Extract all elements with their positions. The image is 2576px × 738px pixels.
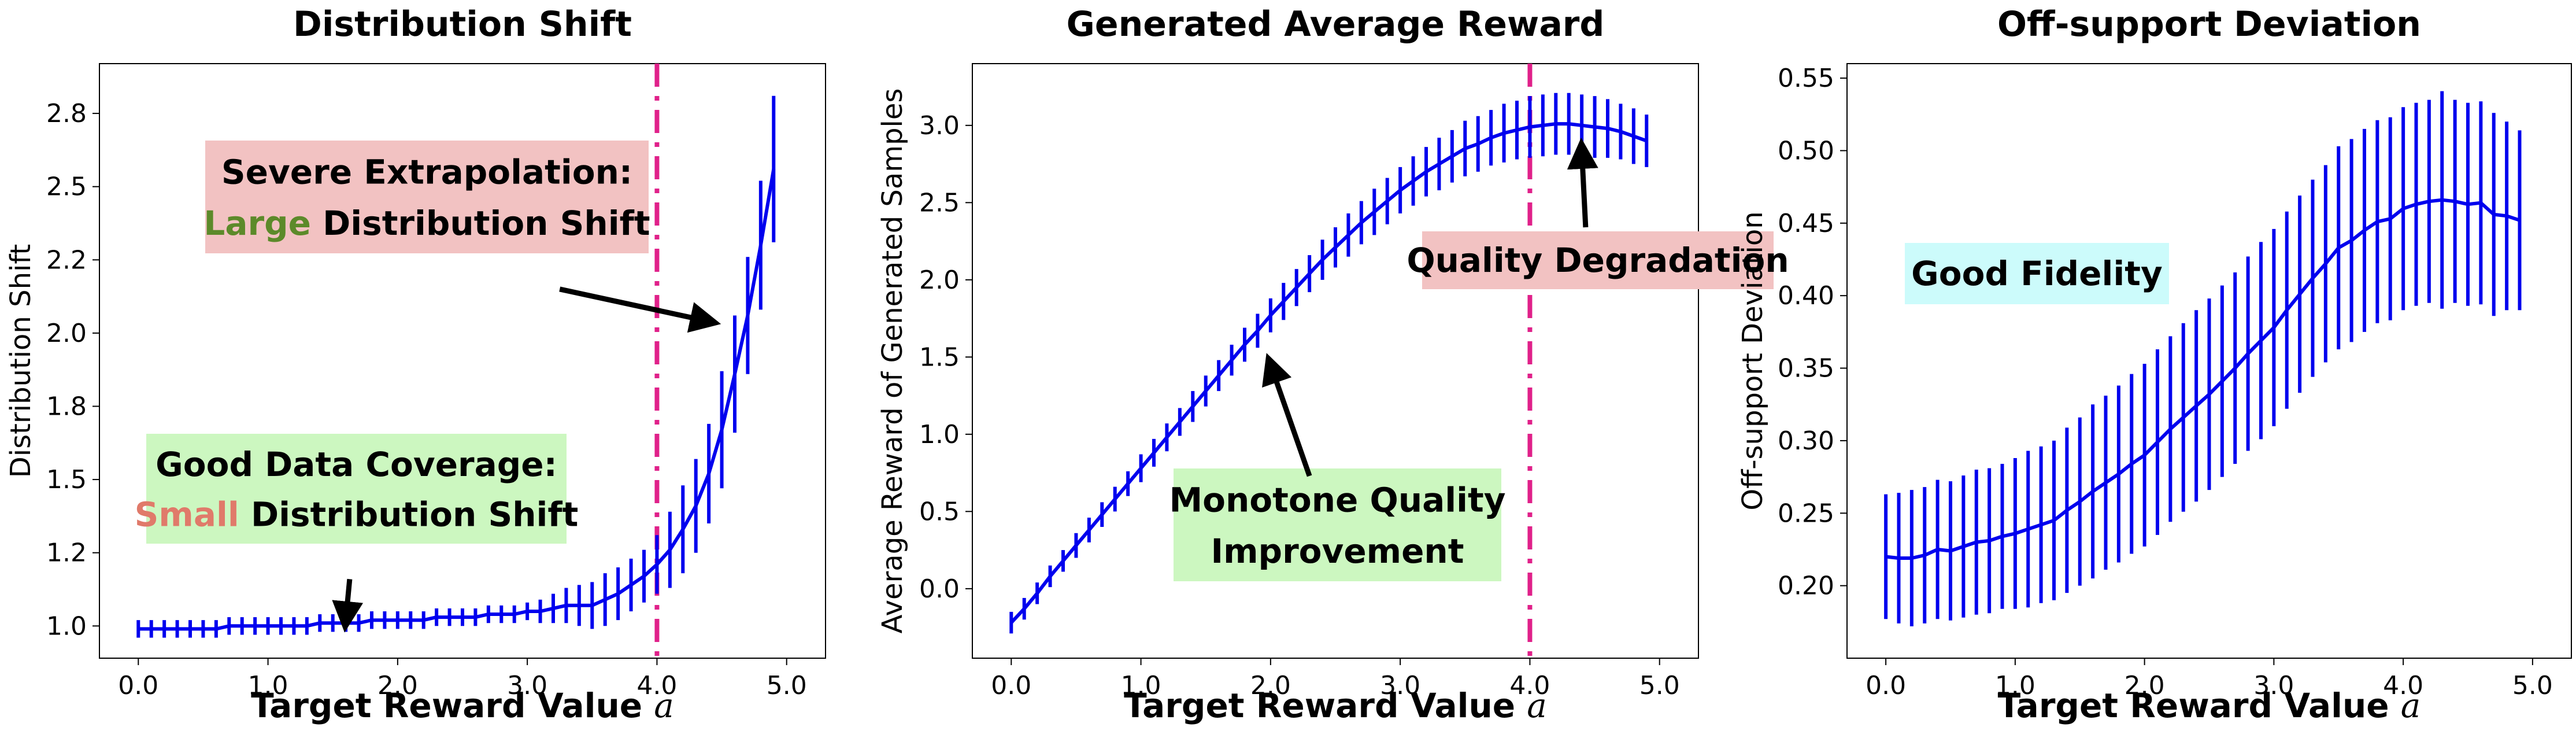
y-tick-label: 0.0 bbox=[919, 574, 960, 604]
y-tick-label: 1.5 bbox=[919, 342, 960, 372]
y-tick-label: 0.40 bbox=[1778, 281, 1834, 311]
y-tick-label: 3.0 bbox=[919, 111, 960, 141]
x-tick-label: 3.0 bbox=[507, 671, 547, 700]
annotation-arrow bbox=[1567, 137, 1598, 228]
x-axis-label-text: Target Reward Value bbox=[1998, 686, 2389, 725]
y-tick-label: 2.0 bbox=[46, 319, 87, 348]
x-tick-label: 2.0 bbox=[2125, 671, 2165, 700]
x-tick-label: 3.0 bbox=[1380, 671, 1420, 700]
annotation-segment: Distribution Shift bbox=[239, 495, 579, 534]
x-tick-label: 4.0 bbox=[1509, 671, 1550, 700]
x-tick-label: 2.0 bbox=[1250, 671, 1291, 700]
chart-off-support-deviation: Off-support Deviation 0.0 1.0 2.0 3.0 4.0 5.0 0… bbox=[1737, 4, 2572, 725]
y-axis-label: Off-support Deviation bbox=[1737, 211, 1769, 510]
x-axis-label-text: Target Reward Value bbox=[1124, 686, 1515, 725]
y-tick-label: 1.0 bbox=[919, 420, 960, 449]
annotation-box bbox=[1174, 468, 1501, 581]
chart-title: Generated Average Reward bbox=[1067, 4, 1605, 45]
y-tick-label: 2.5 bbox=[46, 172, 87, 202]
y-tick-label: 2.2 bbox=[46, 245, 87, 275]
x-axis-label-space bbox=[2389, 686, 2401, 725]
x-axis-label: Target Reward Value a bbox=[251, 686, 674, 725]
y-tick-label: 1.2 bbox=[46, 538, 87, 568]
y-tick-label: 1.0 bbox=[46, 611, 87, 641]
annotation-text: Good Data Coverage: bbox=[156, 445, 557, 484]
y-tick-label: 1.8 bbox=[46, 392, 87, 421]
x-axis-label-variable: a bbox=[1527, 686, 1547, 725]
x-axis-label-variable: a bbox=[654, 686, 674, 725]
annotation-text: Small Distribution Shift bbox=[135, 495, 579, 534]
y-tick-label: 2.8 bbox=[46, 99, 87, 128]
series-line bbox=[138, 168, 776, 631]
series-line bbox=[1010, 122, 1648, 624]
y-tick-label: 2.5 bbox=[919, 188, 960, 217]
x-axis-label-space bbox=[642, 686, 654, 725]
chart-title: Off-support Deviation bbox=[1997, 4, 2421, 45]
series-line bbox=[1885, 198, 2521, 560]
annotation-segment: Monotone Quality bbox=[1169, 480, 1505, 519]
annotation-arrow bbox=[559, 286, 721, 333]
x-tick-label: 1.0 bbox=[248, 671, 288, 700]
x-tick-label: 2.0 bbox=[377, 671, 418, 700]
annotation-arrow bbox=[332, 578, 364, 633]
y-tick-label: 1.5 bbox=[46, 465, 87, 495]
annotation-box bbox=[146, 434, 567, 544]
x-tick-label: 1.0 bbox=[1121, 671, 1161, 700]
annotation-segment: Improvement bbox=[1211, 532, 1464, 571]
x-tick-label: 0.0 bbox=[118, 671, 158, 700]
annotation-text: Good Fidelity bbox=[1911, 254, 2163, 293]
chart-title: Distribution Shift bbox=[293, 4, 632, 45]
x-axis-label: Target Reward Value a bbox=[1124, 686, 1547, 725]
y-tick-label: 0.5 bbox=[919, 497, 960, 526]
annotation-box bbox=[1905, 243, 2169, 304]
annotation-text: Monotone Quality bbox=[1169, 480, 1505, 519]
plot-frame bbox=[1846, 63, 2572, 659]
y-tick-label: 0.45 bbox=[1778, 209, 1834, 238]
annotation-segment: Distribution Shift bbox=[311, 204, 650, 243]
annotation-segment: Good Data Coverage: bbox=[156, 445, 557, 484]
x-tick-label: 0.0 bbox=[1866, 671, 1906, 700]
x-axis-label: Target Reward Value a bbox=[1998, 686, 2421, 725]
annotation-text: Severe Extrapolation: bbox=[221, 152, 632, 191]
annotation-segment: Small bbox=[135, 495, 239, 534]
y-tick-label: 0.35 bbox=[1778, 354, 1834, 383]
y-axis-label: Average Reward of Generated Samples bbox=[876, 88, 909, 634]
plot-frame bbox=[972, 63, 1699, 659]
annotation-text: Quality Degradation bbox=[1407, 241, 1789, 280]
x-tick-label: 5.0 bbox=[2512, 671, 2553, 700]
y-axis-label: Distribution Shift bbox=[5, 244, 37, 478]
x-tick-label: 0.0 bbox=[991, 671, 1031, 700]
chart-generated-average-reward: Generated Average Reward 0.0 1.0 2.0 3.0 4.0 5… bbox=[876, 4, 1789, 725]
annotation-arrow bbox=[1262, 353, 1312, 477]
x-tick-label: 1.0 bbox=[1995, 671, 2035, 700]
annotation-segment: Good Fidelity bbox=[1911, 254, 2163, 293]
y-tick-label: 0.30 bbox=[1778, 426, 1834, 456]
y-tick-label: 0.25 bbox=[1778, 499, 1834, 528]
x-tick-label: 4.0 bbox=[636, 671, 677, 700]
y-tick-label: 0.55 bbox=[1778, 64, 1834, 93]
annotation-text: Large Distribution Shift bbox=[203, 204, 650, 243]
x-tick-label: 4.0 bbox=[2383, 671, 2423, 700]
annotation-segment: Quality Degradation bbox=[1407, 241, 1789, 280]
x-tick-label: 3.0 bbox=[2253, 671, 2294, 700]
x-tick-label: 5.0 bbox=[767, 671, 807, 700]
annotation-text: Improvement bbox=[1211, 532, 1464, 571]
y-tick-label: 0.50 bbox=[1778, 136, 1834, 165]
chart-distribution-shift: Distribution Shift 0.0 1.0 2.0 3.0 4.0 5.0 1.0 1… bbox=[5, 4, 826, 725]
x-axis-label-variable: a bbox=[2401, 686, 2421, 725]
x-axis-label-space bbox=[1515, 686, 1527, 725]
annotation-segment: Severe Extrapolation: bbox=[221, 152, 632, 191]
x-axis-label-text: Target Reward Value bbox=[251, 686, 642, 725]
annotation-box bbox=[1422, 231, 1774, 289]
annotation-segment: Large bbox=[203, 204, 311, 243]
x-tick-label: 5.0 bbox=[1639, 671, 1680, 700]
y-tick-label: 2.0 bbox=[919, 265, 960, 295]
y-tick-label: 0.20 bbox=[1778, 571, 1834, 601]
annotation-box bbox=[205, 141, 649, 253]
plot-frame bbox=[99, 63, 826, 659]
